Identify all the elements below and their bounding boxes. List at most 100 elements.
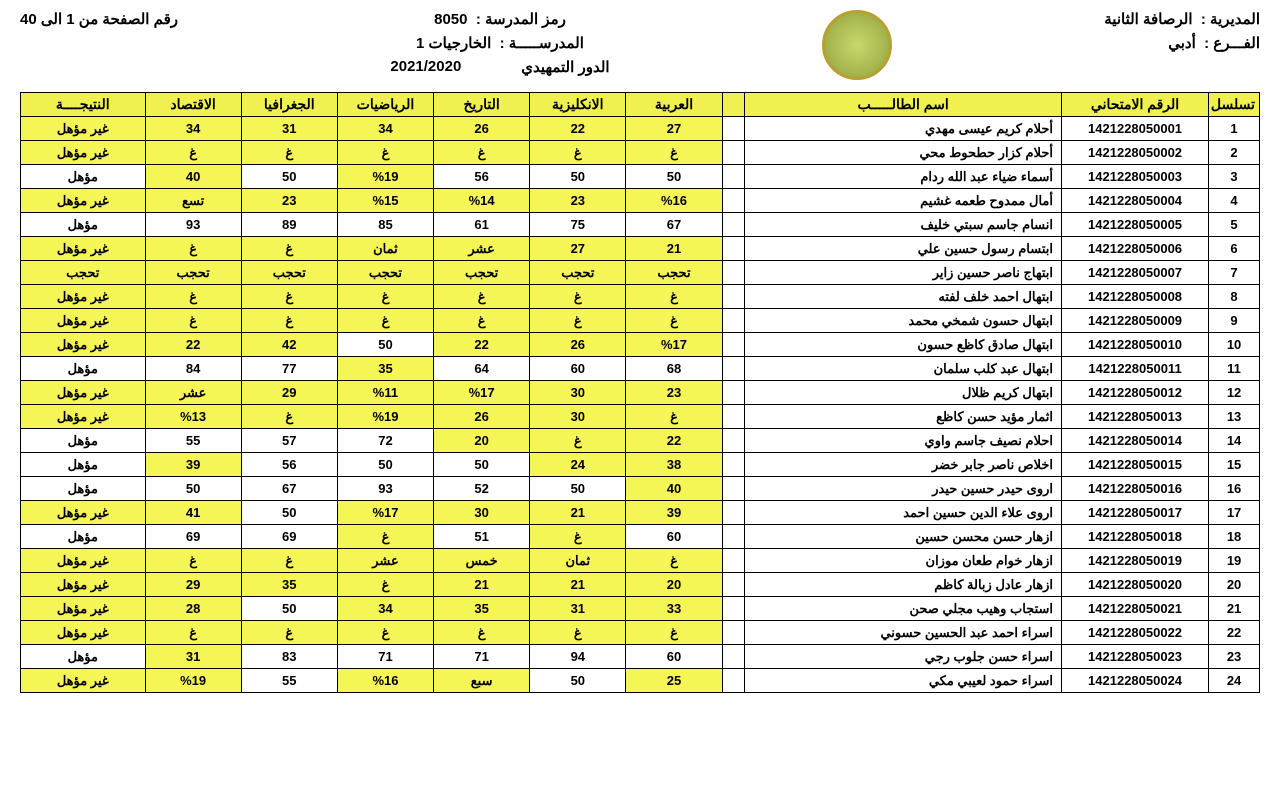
cell: [722, 309, 745, 333]
cell: 21: [530, 573, 626, 597]
cell: ابتسام رسول حسين علي: [745, 237, 1062, 261]
cell: 1421228050023: [1062, 645, 1209, 669]
table-row: 31421228050003أسماء ضياء عبد الله ردام50…: [21, 165, 1260, 189]
cell: %19: [337, 405, 433, 429]
cell: غ: [241, 621, 337, 645]
cell: 55: [145, 429, 241, 453]
col-name: اسم الطالـــــب: [745, 93, 1062, 117]
cell: اسراء حمود لعيبي مكي: [745, 669, 1062, 693]
cell: 20: [626, 573, 722, 597]
cell: غير مؤهل: [21, 501, 146, 525]
cell: 23: [1209, 645, 1260, 669]
table-body: 11421228050001أحلام كريم عيسى مهدي272226…: [21, 117, 1260, 693]
table-row: 201421228050020ازهار عادل زبالة كاظم2021…: [21, 573, 1260, 597]
cell: 6: [1209, 237, 1260, 261]
cell: 26: [434, 117, 530, 141]
cell: غ: [337, 141, 433, 165]
cell: 67: [626, 213, 722, 237]
cell: أحلام كزار حطحوط محي: [745, 141, 1062, 165]
col-arabic: العربية: [626, 93, 722, 117]
table-row: 51421228050005انسام جاسم سبتي خليف677561…: [21, 213, 1260, 237]
cell: [722, 165, 745, 189]
cell: 94: [530, 645, 626, 669]
cell: مؤهل: [21, 645, 146, 669]
cell: 18: [1209, 525, 1260, 549]
cell: 26: [434, 405, 530, 429]
cell: [722, 405, 745, 429]
cell: غ: [626, 405, 722, 429]
cell: 34: [337, 117, 433, 141]
cell: 19: [1209, 549, 1260, 573]
directorate-value: الرصافة الثانية: [1104, 10, 1192, 28]
cell: [722, 141, 745, 165]
header-school-block: رمز المدرسة : 8050 المدرســـــة : الخارج…: [390, 10, 609, 76]
cell: غ: [145, 621, 241, 645]
cell: 2: [1209, 141, 1260, 165]
cell: 42: [241, 333, 337, 357]
cell: 1: [1209, 117, 1260, 141]
cell: 31: [530, 597, 626, 621]
cell: [722, 117, 745, 141]
cell: 31: [241, 117, 337, 141]
cell: غير مؤهل: [21, 309, 146, 333]
cell: %14: [434, 189, 530, 213]
cell: 56: [241, 453, 337, 477]
cell: %16: [337, 669, 433, 693]
cell: غ: [626, 621, 722, 645]
cell: غ: [145, 141, 241, 165]
cell: غ: [241, 405, 337, 429]
cell: 1421228050008: [1062, 285, 1209, 309]
cell: 1421228050011: [1062, 357, 1209, 381]
results-table: تسلسل الرقم الامتحاني اسم الطالـــــب ال…: [20, 92, 1260, 693]
cell: غ: [626, 309, 722, 333]
header-right-block: المديرية : الرصافة الثانية الفـــرع : أد…: [1104, 10, 1260, 52]
cell: ثمان: [337, 237, 433, 261]
cell: 1421228050024: [1062, 669, 1209, 693]
cell: 34: [145, 117, 241, 141]
cell: 61: [434, 213, 530, 237]
cell: غ: [145, 549, 241, 573]
cell: تحجب: [241, 261, 337, 285]
cell: 24: [1209, 669, 1260, 693]
cell: 39: [626, 501, 722, 525]
cell: 1421228050007: [1062, 261, 1209, 285]
ministry-logo: [822, 10, 892, 80]
cell: 11: [1209, 357, 1260, 381]
cell: مؤهل: [21, 213, 146, 237]
cell: 33: [626, 597, 722, 621]
cell: غ: [337, 525, 433, 549]
cell: غ: [530, 309, 626, 333]
cell: غ: [530, 429, 626, 453]
cell: 93: [145, 213, 241, 237]
branch-label: الفـــرع :: [1204, 34, 1260, 52]
table-row: 241421228050024اسراء حمود لعيبي مكي2550س…: [21, 669, 1260, 693]
school-value: الخارجيات 1: [416, 34, 491, 52]
cell: %11: [337, 381, 433, 405]
col-history: التاريخ: [434, 93, 530, 117]
cell: 60: [530, 357, 626, 381]
table-header-row: تسلسل الرقم الامتحاني اسم الطالـــــب ال…: [21, 93, 1260, 117]
cell: 10: [1209, 333, 1260, 357]
cell: 75: [530, 213, 626, 237]
cell: غ: [434, 621, 530, 645]
col-math: الرياضيات: [337, 93, 433, 117]
cell: غ: [337, 309, 433, 333]
cell: %19: [337, 165, 433, 189]
cell: 12: [1209, 381, 1260, 405]
cell: غ: [145, 285, 241, 309]
header-center-block: [822, 10, 892, 84]
cell: [722, 549, 745, 573]
cell: 56: [434, 165, 530, 189]
cell: ازهار خوام طعان موزان: [745, 549, 1062, 573]
cell: 50: [337, 453, 433, 477]
cell: 21: [626, 237, 722, 261]
cell: 60: [626, 525, 722, 549]
cell: 29: [241, 381, 337, 405]
cell: 1421228050018: [1062, 525, 1209, 549]
cell: غ: [626, 285, 722, 309]
cell: 17: [1209, 501, 1260, 525]
cell: ازهار حسن محسن حسين: [745, 525, 1062, 549]
cell: غ: [626, 141, 722, 165]
cell: غير مؤهل: [21, 285, 146, 309]
table-row: 91421228050009ابتهال حسون شمخي محمدغغغغغ…: [21, 309, 1260, 333]
